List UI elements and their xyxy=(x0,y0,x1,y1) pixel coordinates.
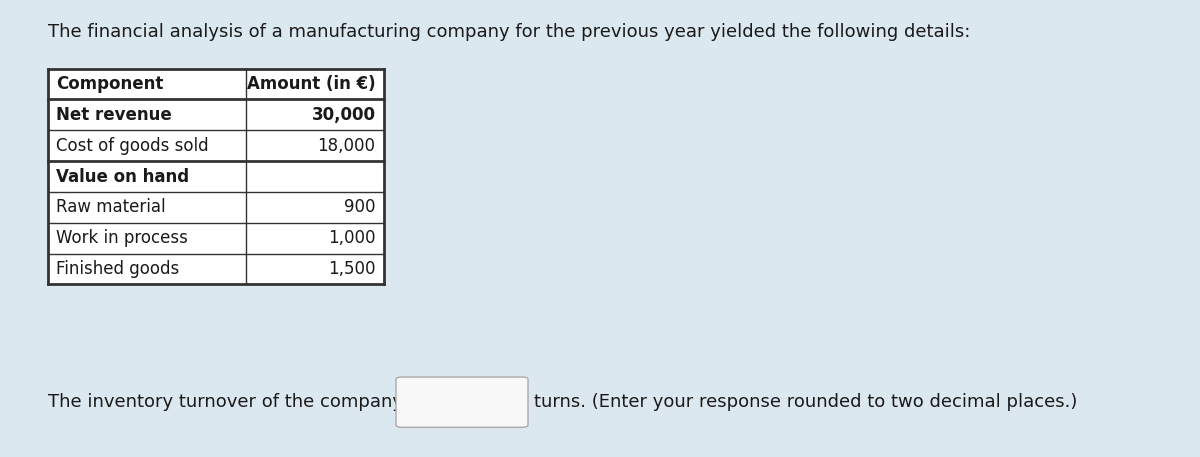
Text: 1,000: 1,000 xyxy=(328,229,376,247)
Text: The inventory turnover of the company is: The inventory turnover of the company is xyxy=(48,393,424,411)
Text: Amount (in €): Amount (in €) xyxy=(247,75,376,93)
Text: 18,000: 18,000 xyxy=(318,137,376,154)
Text: Net revenue: Net revenue xyxy=(56,106,172,124)
Text: Raw material: Raw material xyxy=(56,198,166,216)
Text: turns. (Enter your response rounded to two decimal places.): turns. (Enter your response rounded to t… xyxy=(534,393,1078,411)
Text: Value on hand: Value on hand xyxy=(56,168,190,186)
Text: Work in process: Work in process xyxy=(56,229,188,247)
Text: Finished goods: Finished goods xyxy=(56,260,180,278)
Text: Cost of goods sold: Cost of goods sold xyxy=(56,137,209,154)
Text: 1,500: 1,500 xyxy=(328,260,376,278)
Text: The financial analysis of a manufacturing company for the previous year yielded : The financial analysis of a manufacturin… xyxy=(48,23,971,41)
Text: 30,000: 30,000 xyxy=(312,106,376,124)
FancyBboxPatch shape xyxy=(396,377,528,427)
Text: 900: 900 xyxy=(344,198,376,216)
Text: Component: Component xyxy=(56,75,163,93)
